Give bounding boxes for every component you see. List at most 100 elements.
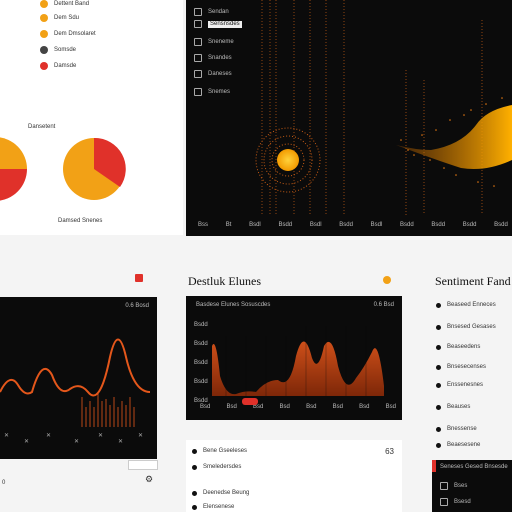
bullet-icon (436, 383, 441, 388)
axis-tick: Bsdl (309, 222, 322, 228)
pie-slice (0, 137, 27, 169)
y-tick: Bsdd (194, 360, 208, 366)
y-tick: Bsdd (194, 341, 208, 347)
sun-marker (277, 149, 299, 171)
status-dot-icon (40, 62, 48, 70)
y-tick: Bsdd (194, 398, 208, 404)
bullet-icon (436, 427, 441, 432)
x-tick: Bsd (200, 404, 211, 410)
sidebar-item[interactable]: Snemes (194, 88, 230, 96)
left-chart-canvas[interactable]: ✕ ✕ ✕ ✕ ✕ ✕ ✕ (0, 297, 157, 459)
grid-icon (194, 54, 202, 62)
svg-text:✕: ✕ (118, 439, 123, 445)
legend-value: 63 (385, 447, 394, 456)
dark-chart-canvas[interactable] (186, 0, 512, 236)
chart-header: Basdese Elunes Sosuscdes (196, 302, 271, 308)
axis-tick-marks: ✕ ✕ ✕ ✕ ✕ ✕ ✕ (4, 433, 143, 445)
svg-text:✕: ✕ (98, 433, 103, 439)
legend-label: Dem Dmsolaret (54, 30, 96, 37)
section-title: Destluk Elunes (188, 274, 261, 288)
status-dot-icon (40, 14, 48, 22)
legend-row[interactable]: Elensenese (192, 504, 234, 511)
dark-axis: Bss Bt Bsdl Bsdd Bsdl Bsdd Bsdl Bsdd Bsd… (198, 222, 508, 229)
x-tick: Bsd (306, 404, 317, 410)
right-bottom-box: Seneses Gesed Bnsesde Bses Bsesd (432, 460, 512, 512)
svg-text:✕: ✕ (4, 433, 9, 439)
list-item[interactable]: Bnessense (436, 426, 477, 433)
middle-chart-canvas[interactable] (186, 296, 402, 420)
pie-footer: Damsed Snenes (58, 218, 103, 224)
legend-label: Somsde (54, 46, 77, 53)
scatter-dots (400, 97, 503, 187)
axis-tick: Bsdd (339, 222, 353, 228)
right-panel-title: Sentiment Fand (435, 274, 511, 288)
bullet-icon (192, 491, 197, 496)
box-title: Seneses Gesed Bnsesde (440, 464, 508, 470)
chart-header-right: 0.6 Bsd (373, 302, 394, 308)
bullet-icon (436, 325, 441, 330)
sidebar-item[interactable]: Snandes (194, 54, 232, 62)
middle-chart-panel: Basdese Elunes Sosuscdes 0.6 Bsd Bsdd Bs… (186, 296, 402, 420)
list-item[interactable]: Enssenesnes (436, 382, 483, 389)
legend-item[interactable]: Dem Dmsolaret (40, 30, 96, 38)
y-tick: Bsdd (194, 322, 208, 328)
legend-item[interactable]: Dem Sdu (40, 14, 79, 22)
pie-chart-left[interactable] (0, 135, 30, 203)
axis-tick: Bsdd (400, 222, 414, 228)
status-dot-icon (40, 0, 48, 8)
grid-icon (440, 498, 448, 506)
legend-item[interactable]: Dettent Band (40, 0, 89, 8)
list-item[interactable]: Bnsesecenses (436, 364, 486, 371)
pie-chart-right[interactable] (62, 135, 126, 203)
settings-icon[interactable]: ⚙ (145, 474, 154, 484)
axis-tick: Bss (198, 222, 209, 228)
sidebar-item[interactable]: Daneses (194, 70, 232, 78)
legend-item[interactable]: Damsde (40, 62, 76, 70)
list-item[interactable]: Beaesesene (436, 442, 480, 449)
x-tick: Bsd (226, 404, 237, 410)
sidebar-item[interactable]: Sensnsdes (194, 20, 242, 28)
axis-tick: Bsdl (370, 222, 383, 228)
x-axis: Bsd Bsd Bsd Bsd Bsd Bsd Bsd Bsd (200, 404, 396, 411)
grid-icon (440, 482, 448, 490)
axis-tick: Bsdd (278, 222, 293, 228)
list-item[interactable]: Beaseed Enneces (436, 302, 496, 309)
grid-icon (194, 20, 202, 28)
list-item[interactable]: Beaseedens (436, 344, 480, 351)
legend-label: Damsde (54, 62, 77, 69)
right-panel-list: Beaseed Enneces Bnsesed Gesases Beaseede… (432, 296, 512, 456)
grid-icon (194, 70, 202, 78)
svg-text:✕: ✕ (46, 433, 51, 439)
y-tick: Bsdd (194, 379, 208, 385)
x-tick: Bsd (332, 404, 343, 410)
page-indicator: 0 (2, 480, 6, 486)
box-row[interactable]: Bsesd (440, 498, 471, 506)
svg-text:✕: ✕ (74, 439, 79, 445)
dotted-gridlines (261, 0, 483, 215)
legend-item[interactable]: Somsde (40, 46, 76, 54)
x-tick: Bsd (253, 404, 264, 410)
list-item[interactable]: Beauses (436, 404, 470, 411)
y-axis: Bsdd Bsdd Bsdd Bsdd Bsdd (194, 322, 208, 405)
legend-row[interactable]: Bene Gseeleses (192, 448, 247, 455)
left-chart-panel: 0.6 Bosd ✕ ✕ ✕ ✕ ✕ ✕ ✕ (0, 297, 157, 459)
sidebar-item[interactable]: Sneneme (194, 38, 234, 46)
sidebar-item[interactable]: Sendan (194, 8, 229, 16)
list-item[interactable]: Bnsesed Gesases (436, 324, 496, 331)
svg-text:✕: ✕ (138, 433, 143, 439)
svg-text:✕: ✕ (24, 439, 29, 445)
axis-tick: Bt (225, 222, 232, 228)
wave-area (396, 105, 512, 169)
ring-glow (255, 127, 321, 193)
box-row[interactable]: Bses (440, 482, 467, 490)
area-hatch (225, 326, 367, 396)
legend-row[interactable]: Deenedse Beung (192, 490, 249, 497)
area-series (212, 341, 384, 396)
x-tick: Bsd (359, 404, 370, 410)
dark-chart-panel: Sendan Sensnsdes Sneneme Snandes Daneses… (186, 0, 512, 236)
legend-label: Dettent Band (54, 0, 90, 7)
bullet-icon (436, 365, 441, 370)
box-accent (432, 460, 436, 472)
legend-row[interactable]: Smeledersdes (192, 464, 241, 471)
top-left-panel: Dettent Band Dem Sdu Dem Dmsolaret Somsd… (0, 0, 183, 235)
